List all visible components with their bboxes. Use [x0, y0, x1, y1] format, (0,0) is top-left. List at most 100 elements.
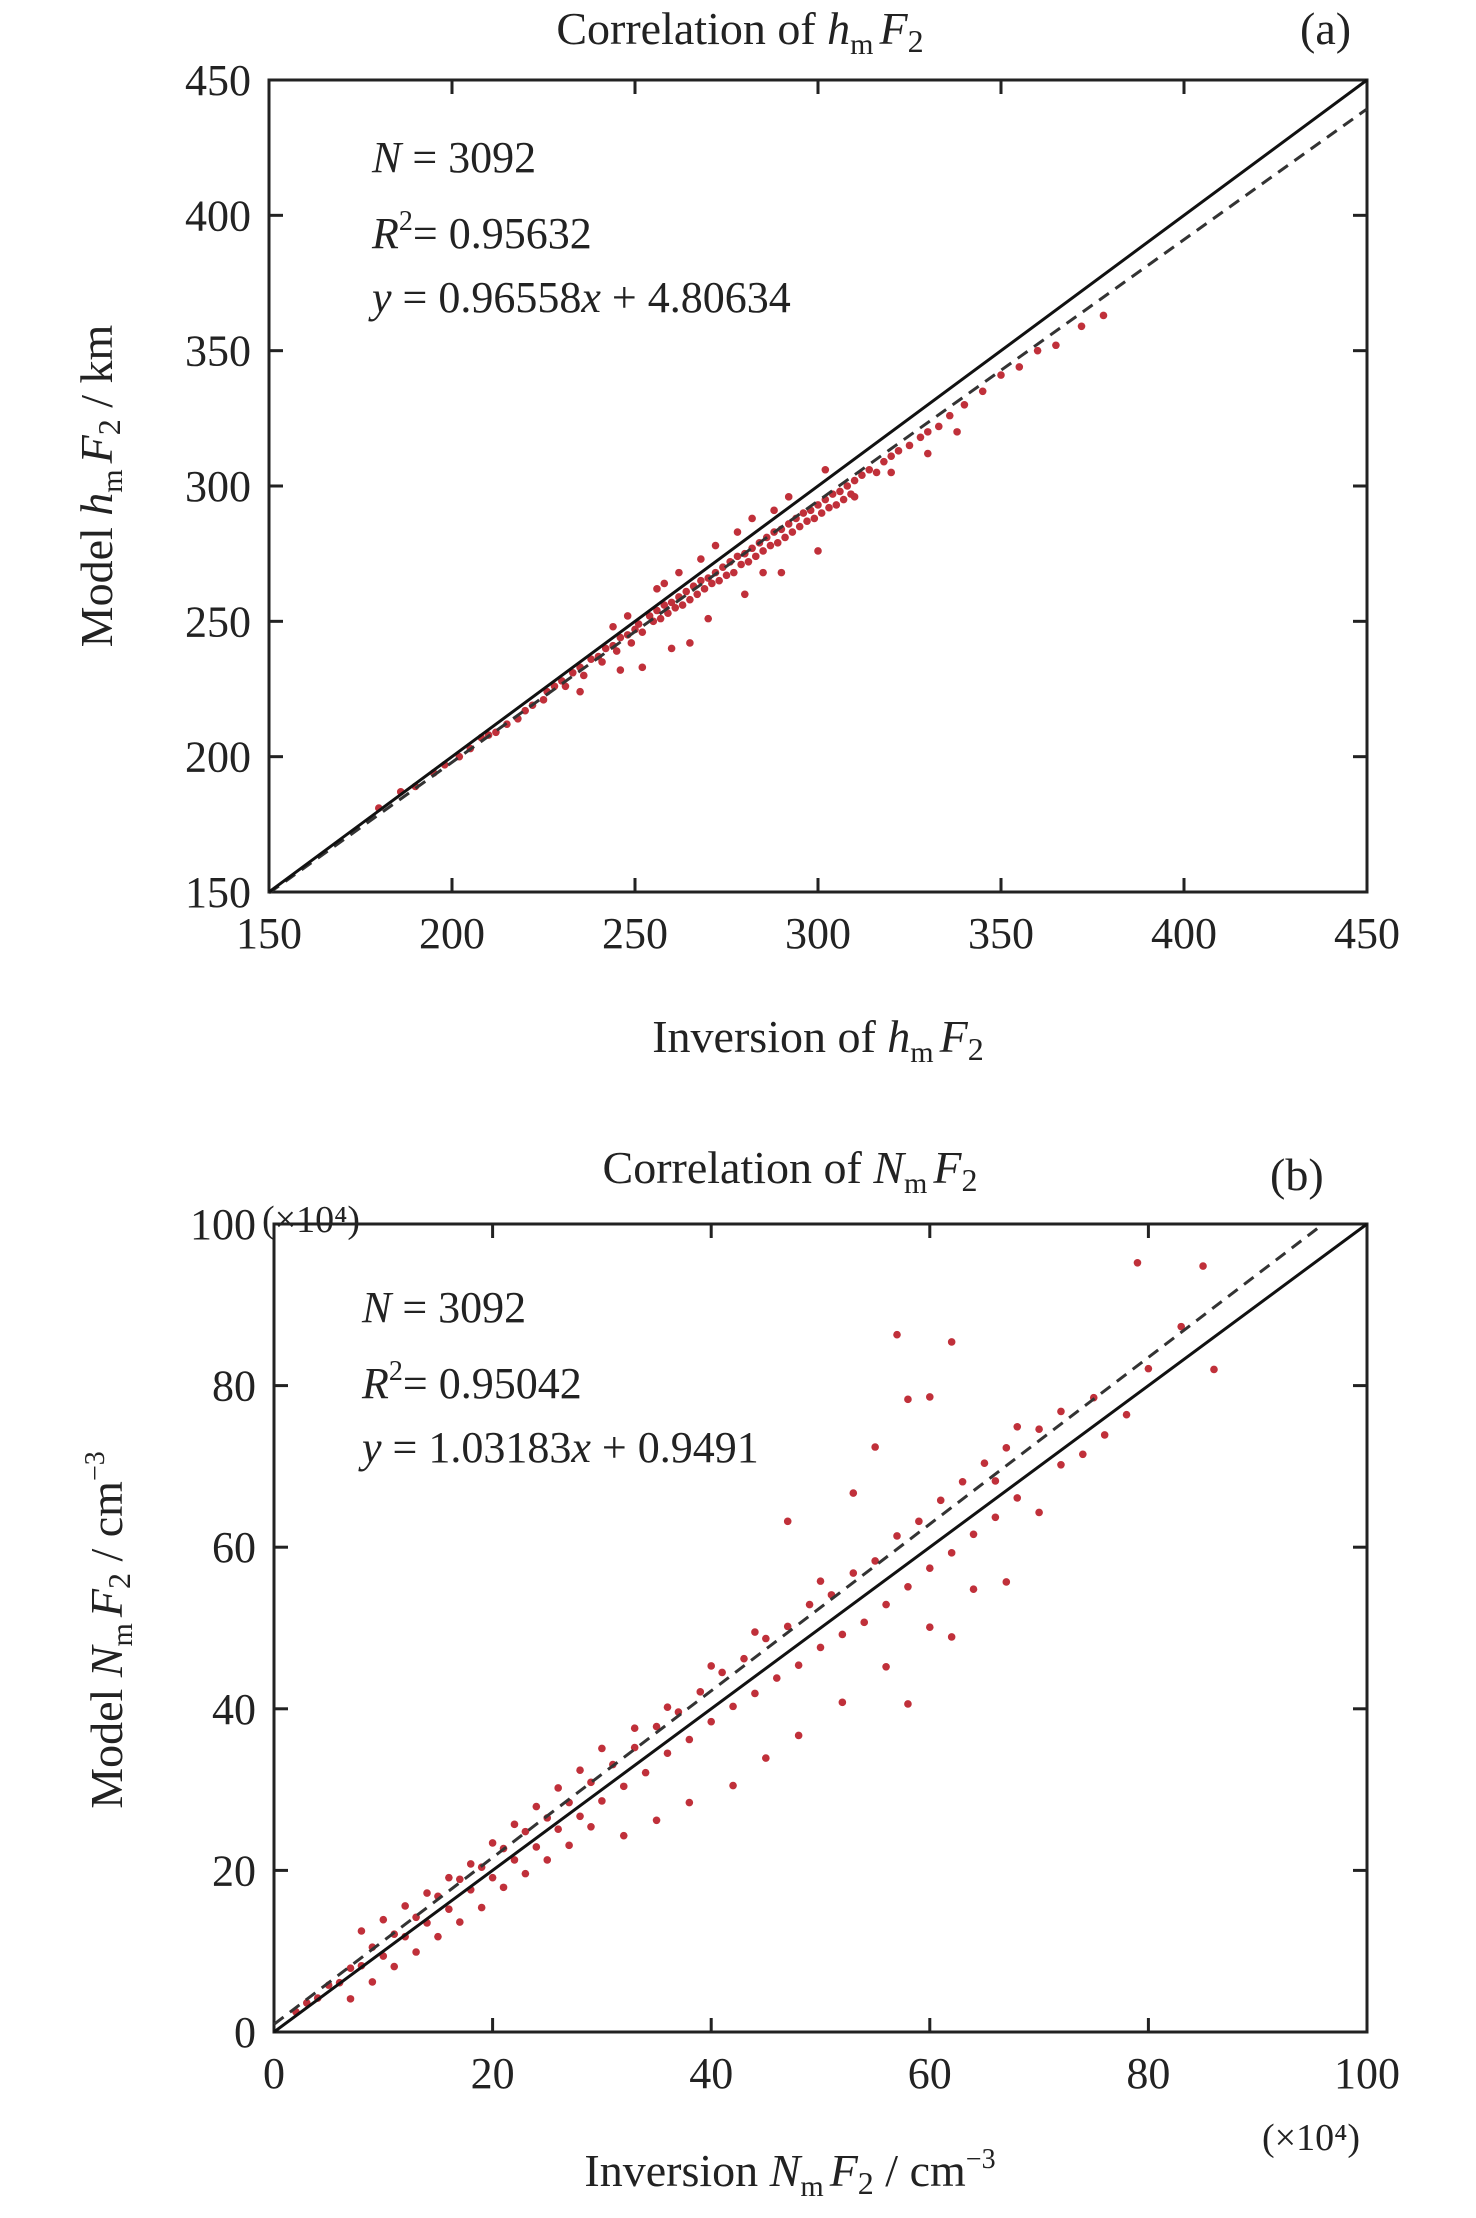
- data-point-a-124: [609, 622, 617, 631]
- data-point-a-111: [638, 663, 647, 672]
- data-point-a-30: [627, 639, 636, 647]
- x-tick-label-a-2: 250: [602, 909, 668, 958]
- panel-label-b: (b): [1270, 1149, 1324, 1200]
- data-point-b-79: [816, 1577, 825, 1585]
- data-point-b-113: [445, 1873, 453, 1882]
- y-tick-label-b-2: 40: [212, 1685, 256, 1734]
- data-point-a-101: [945, 411, 954, 420]
- data-point-a-118: [667, 644, 676, 653]
- data-point-b-41: [740, 1654, 748, 1663]
- data-point-a-14: [539, 696, 548, 704]
- data-point-b-59: [936, 1496, 945, 1505]
- data-point-b-54: [882, 1600, 890, 1609]
- x-axis-title-b: Inversion Nm F2 / cm−3: [584, 2144, 995, 2203]
- y-tick-label-a-4: 350: [185, 327, 251, 376]
- data-point-b-102: [456, 1918, 464, 1926]
- data-point-b-60: [947, 1549, 956, 1557]
- data-point-a-132: [660, 579, 669, 588]
- identity-line-a: [268, 78, 1368, 894]
- stat-r2-b: R2= 0.95042: [361, 1356, 582, 1408]
- data-point-a-131: [623, 612, 632, 620]
- data-point-a-110: [686, 639, 694, 647]
- data-point-b-72: [1177, 1322, 1185, 1331]
- data-point-b-20: [510, 1856, 519, 1864]
- data-point-b-100: [412, 1948, 420, 1956]
- data-point-b-91: [882, 1662, 890, 1671]
- data-point-b-120: [598, 1744, 606, 1753]
- data-point-a-109: [1099, 311, 1108, 320]
- data-point-b-33: [652, 1722, 661, 1731]
- data-point-b-47: [805, 1600, 814, 1609]
- data-point-a-34: [645, 612, 654, 620]
- data-point-a-59: [737, 560, 745, 569]
- stat-r2-a: R2= 0.95632: [371, 206, 592, 258]
- data-point-a-98: [916, 433, 925, 442]
- data-point-a-90: [850, 476, 859, 485]
- data-point-a-92: [865, 465, 874, 474]
- plot-frame-b: [272, 1222, 1369, 2034]
- data-point-a-58: [733, 552, 742, 561]
- data-point-b-56: [904, 1582, 912, 1591]
- data-point-b-40: [729, 1702, 737, 1711]
- data-point-b-90: [838, 1698, 847, 1707]
- data-point-b-123: [707, 1662, 715, 1670]
- data-point-b-104: [499, 1883, 508, 1892]
- data-point-b-30: [619, 1782, 628, 1791]
- y-multiplier-b: (×10⁴): [262, 1199, 360, 1241]
- data-point-a-69: [773, 539, 782, 547]
- data-point-a-37: [656, 614, 665, 623]
- data-point-b-95: [904, 1700, 912, 1708]
- data-point-a-126: [675, 568, 683, 577]
- data-point-a-99: [924, 428, 932, 436]
- data-point-b-14: [445, 1905, 453, 1913]
- data-point-b-127: [1079, 1450, 1087, 1459]
- data-point-a-53: [715, 576, 723, 585]
- data-point-a-27: [612, 647, 621, 655]
- data-point-a-81: [817, 509, 826, 517]
- data-point-b-97: [346, 1995, 355, 2003]
- data-point-b-50: [838, 1630, 847, 1639]
- data-point-b-106: [543, 1856, 552, 1864]
- data-point-a-95: [887, 452, 895, 461]
- data-point-a-91: [858, 471, 866, 479]
- x-tick-label-b-2: 40: [689, 2049, 733, 2098]
- data-point-b-117: [532, 1802, 541, 1811]
- x-tick-label-a-1: 200: [419, 909, 485, 958]
- data-point-a-127: [711, 541, 720, 550]
- data-point-a-25: [601, 644, 610, 653]
- y-tick-label-a-6: 450: [185, 56, 251, 105]
- data-point-b-99: [390, 1962, 399, 1971]
- data-point-b-28: [598, 1797, 606, 1805]
- data-point-a-123: [953, 428, 961, 436]
- data-point-b-77: [947, 1338, 956, 1346]
- data-point-b-58: [926, 1564, 934, 1573]
- data-point-b-89: [619, 1831, 628, 1840]
- data-point-b-81: [871, 1443, 879, 1451]
- data-point-b-62: [969, 1530, 978, 1539]
- data-point-b-26: [576, 1812, 584, 1821]
- data-point-b-5: [346, 1964, 355, 1972]
- data-point-a-135: [770, 506, 778, 515]
- data-point-a-128: [748, 514, 756, 523]
- data-point-b-70: [1122, 1410, 1131, 1419]
- data-point-b-107: [565, 1841, 573, 1850]
- data-point-b-53: [871, 1557, 879, 1565]
- ticks-a: 150 200 250 300 350 400 450 150 200 250 300 350 400 4…: [185, 56, 1400, 958]
- data-point-a-97: [905, 441, 914, 450]
- data-point-b-125: [1035, 1508, 1043, 1517]
- data-point-a-105: [1015, 363, 1024, 371]
- data-point-a-22: [587, 655, 595, 664]
- data-point-b-76: [893, 1330, 901, 1339]
- data-point-a-120: [850, 493, 859, 501]
- data-point-a-76: [799, 509, 808, 517]
- stat-n-b: N = 3092: [361, 1283, 526, 1332]
- x-tick-label-b-1: 20: [471, 2049, 515, 2098]
- x-axis-title-a: Inversion of hm F2: [652, 1011, 984, 1069]
- data-point-b-105: [521, 1869, 530, 1878]
- data-point-b-66: [1013, 1494, 1022, 1502]
- stat-n-a: N = 3092: [371, 133, 536, 182]
- data-point-b-57: [915, 1517, 923, 1526]
- data-point-b-42: [751, 1689, 759, 1698]
- data-point-b-36: [685, 1735, 694, 1744]
- data-point-b-84: [729, 1781, 737, 1790]
